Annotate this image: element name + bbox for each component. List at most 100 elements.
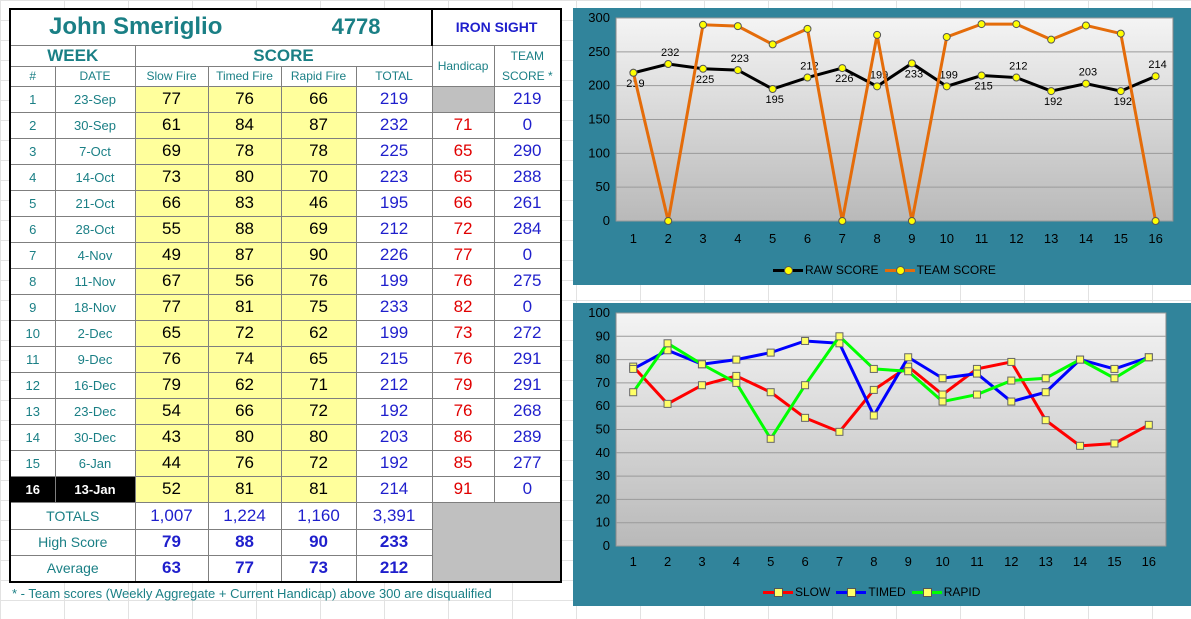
week-number[interactable]: 3 xyxy=(9,137,56,165)
slow-fire-cell[interactable]: 67 xyxy=(134,267,209,295)
total-cell[interactable]: 223 xyxy=(355,163,433,191)
week-date[interactable]: 21-Oct xyxy=(54,189,136,217)
handicap-cell[interactable]: 77 xyxy=(431,241,495,269)
timed-fire-cell[interactable]: 88 xyxy=(207,215,282,243)
team-score-cell[interactable]: 272 xyxy=(493,319,563,347)
week-date[interactable]: 18-Nov xyxy=(54,293,136,321)
week-date[interactable]: 28-Oct xyxy=(54,215,136,243)
team-score-cell[interactable]: 291 xyxy=(493,345,563,373)
high-timed[interactable]: 88 xyxy=(207,528,282,556)
total-cell[interactable]: 219 xyxy=(355,85,433,113)
total-cell[interactable]: 226 xyxy=(355,241,433,269)
week-date[interactable]: 23-Sep xyxy=(54,85,136,113)
slow-fire-cell[interactable]: 54 xyxy=(134,397,209,425)
slow-fire-cell[interactable]: 77 xyxy=(134,293,209,321)
team-score-cell[interactable]: 268 xyxy=(493,397,563,425)
week-date[interactable]: 4-Nov xyxy=(54,241,136,269)
week-number[interactable]: 5 xyxy=(9,189,56,217)
week-date[interactable]: 11-Nov xyxy=(54,267,136,295)
high-total[interactable]: 233 xyxy=(355,528,433,556)
total-cell[interactable]: 203 xyxy=(355,423,433,451)
timed-fire-cell[interactable]: 84 xyxy=(207,111,282,139)
team-score-cell[interactable]: 290 xyxy=(493,137,563,165)
totals-total[interactable]: 3,391 xyxy=(355,501,433,530)
avg-timed[interactable]: 77 xyxy=(207,554,282,583)
slow-fire-cell[interactable]: 49 xyxy=(134,241,209,269)
team-score-cell[interactable]: 291 xyxy=(493,371,563,399)
week-number[interactable]: 15 xyxy=(9,449,56,477)
team-score-cell[interactable]: 289 xyxy=(493,423,563,451)
team-score-cell[interactable]: 0 xyxy=(493,475,563,503)
avg-rapid[interactable]: 73 xyxy=(280,554,357,583)
week-date[interactable]: 23-Dec xyxy=(54,397,136,425)
week-date[interactable]: 16-Dec xyxy=(54,371,136,399)
handicap-cell[interactable]: 79 xyxy=(431,371,495,399)
total-cell[interactable]: 192 xyxy=(355,449,433,477)
score-chart[interactable]: 0 50 100 150 200 250 300 1 2 3 4 5 6 7 8 9 10 11 12 13 14 15 1… xyxy=(573,8,1191,285)
rapid-fire-cell[interactable]: 78 xyxy=(280,137,357,165)
timed-fire-cell[interactable]: 83 xyxy=(207,189,282,217)
handicap-cell[interactable]: 72 xyxy=(431,215,495,243)
team-score-cell[interactable]: 277 xyxy=(493,449,563,477)
timed-fire-cell[interactable]: 78 xyxy=(207,137,282,165)
week-number[interactable]: 6 xyxy=(9,215,56,243)
rapid-fire-cell[interactable]: 87 xyxy=(280,111,357,139)
team-score-cell[interactable]: 0 xyxy=(493,111,563,139)
timed-fire-cell[interactable]: 74 xyxy=(207,345,282,373)
total-cell[interactable]: 225 xyxy=(355,137,433,165)
rapid-fire-cell[interactable]: 62 xyxy=(280,319,357,347)
total-cell[interactable]: 195 xyxy=(355,189,433,217)
totals-timed[interactable]: 1,224 xyxy=(207,501,282,530)
high-slow[interactable]: 79 xyxy=(134,528,209,556)
rapid-fire-cell[interactable]: 72 xyxy=(280,397,357,425)
week-number[interactable]: 11 xyxy=(9,345,56,373)
handicap-cell[interactable]: 82 xyxy=(431,293,495,321)
timed-fire-cell[interactable]: 80 xyxy=(207,163,282,191)
handicap-cell[interactable]: 65 xyxy=(431,137,495,165)
week-date[interactable]: 6-Jan xyxy=(54,449,136,477)
total-cell[interactable]: 199 xyxy=(355,319,433,347)
total-cell[interactable]: 212 xyxy=(355,371,433,399)
avg-slow[interactable]: 63 xyxy=(134,554,209,583)
total-cell[interactable]: 233 xyxy=(355,293,433,321)
handicap-cell[interactable]: 65 xyxy=(431,163,495,191)
rapid-fire-cell[interactable]: 46 xyxy=(280,189,357,217)
week-date[interactable]: 14-Oct xyxy=(54,163,136,191)
week-number[interactable]: 14 xyxy=(9,423,56,451)
week-number[interactable]: 16 xyxy=(9,475,56,503)
handicap-cell[interactable]: 66 xyxy=(431,189,495,217)
timed-fire-cell[interactable]: 56 xyxy=(207,267,282,295)
week-number[interactable]: 1 xyxy=(9,85,56,113)
week-date[interactable]: 9-Dec xyxy=(54,345,136,373)
total-cell[interactable]: 232 xyxy=(355,111,433,139)
team-name[interactable]: IRON SIGHT xyxy=(431,8,563,46)
rapid-fire-cell[interactable]: 66 xyxy=(280,85,357,113)
slow-fire-cell[interactable]: 55 xyxy=(134,215,209,243)
week-date[interactable]: 7-Oct xyxy=(54,137,136,165)
team-score-cell[interactable]: 261 xyxy=(493,189,563,217)
rapid-fire-cell[interactable]: 69 xyxy=(280,215,357,243)
timed-fire-cell[interactable]: 76 xyxy=(207,85,282,113)
slow-fire-cell[interactable]: 73 xyxy=(134,163,209,191)
week-number[interactable]: 4 xyxy=(9,163,56,191)
slow-fire-cell[interactable]: 65 xyxy=(134,319,209,347)
timed-fire-cell[interactable]: 80 xyxy=(207,423,282,451)
team-score-cell[interactable]: 0 xyxy=(493,293,563,321)
rapid-fire-cell[interactable]: 65 xyxy=(280,345,357,373)
timed-fire-cell[interactable]: 87 xyxy=(207,241,282,269)
week-date[interactable]: 2-Dec xyxy=(54,319,136,347)
handicap-cell[interactable] xyxy=(431,85,495,113)
rapid-fire-cell[interactable]: 90 xyxy=(280,241,357,269)
week-number[interactable]: 13 xyxy=(9,397,56,425)
avg-total[interactable]: 212 xyxy=(355,554,433,583)
total-cell[interactable]: 199 xyxy=(355,267,433,295)
timed-fire-cell[interactable]: 66 xyxy=(207,397,282,425)
team-score-cell[interactable]: 275 xyxy=(493,267,563,295)
rapid-fire-cell[interactable]: 76 xyxy=(280,267,357,295)
rapid-fire-cell[interactable]: 81 xyxy=(280,475,357,503)
slow-fire-cell[interactable]: 52 xyxy=(134,475,209,503)
week-number[interactable]: 10 xyxy=(9,319,56,347)
week-date[interactable]: 30-Sep xyxy=(54,111,136,139)
team-score-cell[interactable]: 0 xyxy=(493,241,563,269)
timed-fire-cell[interactable]: 72 xyxy=(207,319,282,347)
